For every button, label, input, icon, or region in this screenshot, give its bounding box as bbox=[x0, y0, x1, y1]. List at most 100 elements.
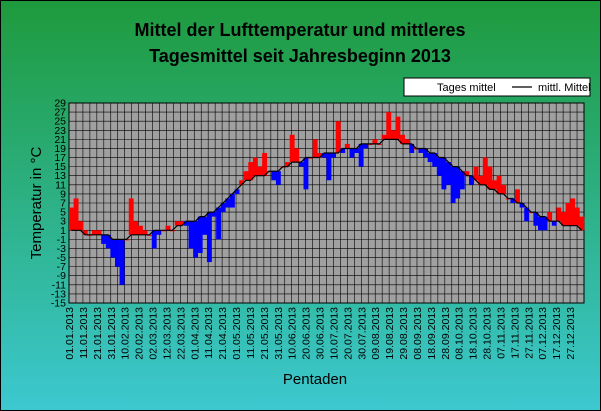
daily-bar bbox=[492, 180, 497, 190]
y-tick-label: 25 bbox=[54, 116, 66, 128]
x-tick-label: 01.01.2013 bbox=[64, 307, 76, 360]
y-tick-label: -5 bbox=[57, 252, 66, 264]
daily-bar bbox=[206, 212, 212, 263]
y-tick-label: -13 bbox=[51, 288, 66, 300]
x-tick-label: 17.11.2013 bbox=[509, 307, 521, 359]
daily-bar bbox=[110, 239, 116, 258]
daily-bar bbox=[331, 153, 336, 158]
x-tick-label: 17.12.2013 bbox=[551, 307, 563, 360]
daily-bar bbox=[174, 221, 180, 226]
daily-bar bbox=[243, 171, 249, 181]
daily-bar bbox=[501, 184, 507, 194]
legend: Tages mittel mittl. Mittel bbox=[403, 77, 591, 97]
x-axis-ticks: 01.01.2013 11.01.2013 21.01.2013 31.01.2013… bbox=[64, 307, 577, 360]
daily-bar bbox=[363, 143, 369, 149]
daily-bar bbox=[183, 221, 189, 226]
daily-bar bbox=[533, 212, 539, 226]
x-tick-label: 19.08.2013 bbox=[384, 307, 396, 360]
daily-bar bbox=[418, 148, 424, 153]
daily-bar bbox=[321, 153, 327, 158]
legend-label-daily: Tages mittel bbox=[437, 82, 496, 94]
daily-bar bbox=[519, 203, 525, 208]
daily-bar bbox=[312, 139, 318, 158]
daily-bars bbox=[69, 112, 585, 285]
daily-bar bbox=[381, 134, 387, 140]
daily-bar bbox=[275, 171, 281, 185]
x-tick-label: 22.03.2013 bbox=[175, 307, 187, 360]
x-tick-label: 27.11.2013 bbox=[523, 307, 535, 359]
daily-bar bbox=[211, 212, 217, 217]
x-tick-label: 27.12.2013 bbox=[565, 307, 577, 360]
daily-bar bbox=[542, 216, 548, 231]
daily-bar bbox=[436, 157, 442, 176]
daily-bar bbox=[289, 134, 295, 163]
x-tick-label: 31.05.2013 bbox=[273, 307, 285, 360]
legend-box bbox=[403, 77, 591, 97]
daily-bar bbox=[96, 230, 102, 235]
daily-bar bbox=[487, 166, 493, 190]
daily-bar bbox=[193, 221, 199, 258]
daily-bar bbox=[556, 207, 562, 222]
daily-bar bbox=[469, 175, 474, 185]
x-tick-label: 01.04.2013 bbox=[189, 307, 201, 360]
daily-bar bbox=[179, 221, 185, 226]
y-tick-label: -9 bbox=[57, 270, 66, 282]
daily-bar bbox=[547, 212, 553, 222]
x-tick-label: 10.07.2013 bbox=[328, 307, 340, 360]
daily-bar bbox=[326, 153, 332, 181]
mean-series-line bbox=[71, 138, 583, 240]
daily-bar bbox=[538, 216, 543, 231]
daily-bar bbox=[570, 198, 576, 226]
y-tick-label: -1 bbox=[57, 234, 66, 246]
y-tick-label: 15 bbox=[54, 161, 66, 173]
y-tick-label: 11 bbox=[55, 179, 66, 191]
y-tick-label: 3 bbox=[60, 216, 66, 228]
daily-bar bbox=[234, 189, 240, 194]
daily-bar bbox=[202, 216, 208, 235]
daily-bar bbox=[574, 207, 580, 226]
daily-bar bbox=[262, 153, 268, 176]
chart-title-line-1: Mittel der Lufttemperatur und mittleres bbox=[134, 20, 465, 40]
x-tick-label: 30.07.2013 bbox=[356, 307, 368, 360]
daily-bar bbox=[101, 234, 107, 244]
daily-bar bbox=[137, 225, 143, 235]
x-tick-label: 18.09.2013 bbox=[426, 307, 438, 360]
daily-bar bbox=[441, 157, 447, 190]
y-tick-label: 17 bbox=[54, 152, 66, 164]
daily-bar bbox=[450, 166, 456, 203]
daily-bar bbox=[142, 230, 148, 235]
daily-bar bbox=[464, 171, 470, 176]
daily-bar bbox=[257, 166, 263, 176]
daily-bar bbox=[496, 175, 502, 194]
x-tick-label: 21.04.2013 bbox=[217, 307, 229, 360]
daily-bar bbox=[340, 148, 346, 153]
x-tick-label: 20.02.2013 bbox=[134, 307, 146, 360]
y-tick-label: -7 bbox=[57, 261, 66, 273]
daily-bar bbox=[409, 143, 415, 153]
x-tick-label: 07.11.2013 bbox=[495, 307, 507, 359]
daily-bar bbox=[248, 162, 254, 181]
daily-bar bbox=[400, 134, 405, 144]
daily-bar bbox=[73, 198, 79, 231]
daily-bar bbox=[119, 239, 125, 285]
daily-bar bbox=[252, 157, 258, 176]
daily-bar bbox=[561, 212, 566, 226]
x-tick-label: 28.09.2013 bbox=[440, 307, 452, 360]
daily-bar bbox=[349, 148, 355, 158]
y-tick-label: -15 bbox=[51, 298, 66, 310]
daily-bar bbox=[423, 148, 428, 158]
y-tick-label: 21 bbox=[54, 134, 66, 146]
daily-bar bbox=[285, 162, 291, 167]
daily-bar bbox=[91, 230, 97, 235]
x-tick-label: 08.09.2013 bbox=[412, 307, 424, 360]
y-tick-label: -11 bbox=[52, 279, 67, 291]
daily-bar bbox=[239, 180, 245, 185]
daily-bar bbox=[459, 171, 465, 190]
x-tick-label: 09.08.2013 bbox=[370, 307, 382, 360]
daily-bar bbox=[317, 153, 323, 158]
daily-bar bbox=[229, 193, 235, 208]
x-tick-label: 20.07.2013 bbox=[342, 307, 354, 360]
chart-title-line-2: Tagesmittel seit Jahresbeginn 2013 bbox=[149, 46, 451, 66]
daily-bar bbox=[298, 162, 304, 167]
